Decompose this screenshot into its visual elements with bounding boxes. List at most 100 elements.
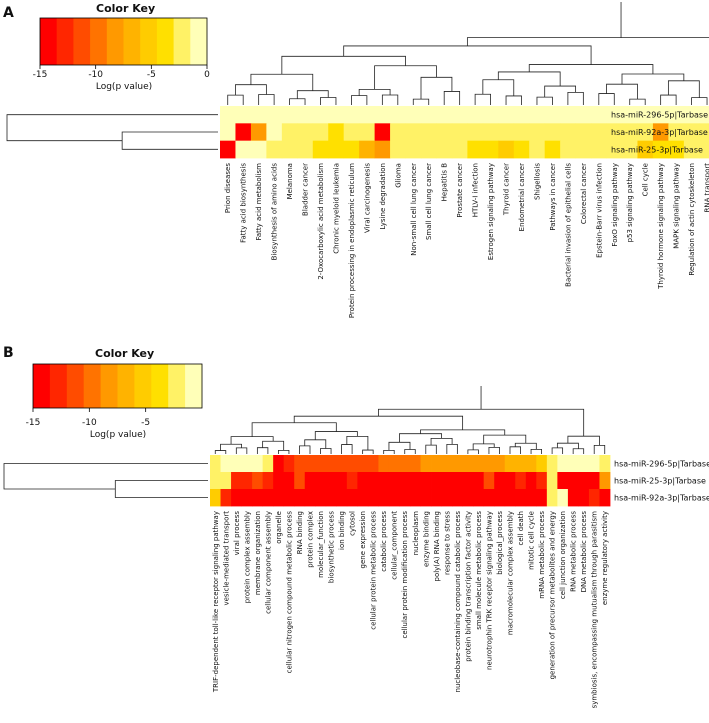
panel-b-color-key-xlabel: Log(p value) <box>90 430 146 440</box>
row-label: hsa-miR-92a-3p|Tarbase <box>614 494 709 503</box>
heatmap-cell <box>546 489 558 507</box>
dendrogram-branch <box>262 440 285 451</box>
column-label: organelle <box>275 511 283 544</box>
column-label: Biosynthesis of amino acids <box>271 163 279 261</box>
heatmap-cell <box>241 472 253 490</box>
heatmap-cell <box>546 472 558 490</box>
column-label: Fatty acid biosynthesis <box>240 163 248 243</box>
heatmap-cell <box>544 106 561 124</box>
row-label: hsa-miR-25-3p|Tarbase <box>614 477 706 486</box>
heatmap-cell <box>436 123 453 142</box>
heatmap-cell <box>431 489 442 507</box>
heatmap-cell <box>482 123 499 142</box>
column-label: membrane organization <box>254 511 262 595</box>
dendrogram-branch <box>488 446 500 454</box>
heatmap-cell <box>504 489 516 507</box>
heatmap-cell <box>525 455 537 473</box>
column-label: cellular_component <box>391 511 399 580</box>
heatmap-cell <box>410 455 421 473</box>
dendrogram-branch <box>278 449 290 454</box>
heatmap-cell <box>388 472 400 490</box>
dendrogram-branch <box>472 443 495 450</box>
column-label: symbiosis, encompassing mutualism throug… <box>591 511 599 709</box>
column-label: HTLV-I infection <box>472 163 480 217</box>
heatmap-cell <box>273 489 285 507</box>
heatmap-cell <box>515 489 527 507</box>
dendrogram-branch <box>304 439 327 449</box>
column-label: response to stress <box>443 511 451 575</box>
heatmap-cell <box>421 140 437 159</box>
heatmap-cell <box>346 489 358 507</box>
dendrogram-branch <box>351 95 368 105</box>
row-label: hsa-miR-92a-3p|Tarbase <box>611 128 708 137</box>
panel-b-dendrograms <box>3 386 606 498</box>
column-label: Shigellosis <box>533 163 541 200</box>
heatmap-cell <box>405 140 422 159</box>
heatmap-cell <box>462 489 474 507</box>
column-label: cellular protein metabolic process <box>370 511 378 630</box>
heatmap-cell <box>652 106 669 124</box>
heatmap-cell <box>591 123 607 142</box>
panel-b: B Color Key -15 -10 -5 Log(p value) hsa-mi… <box>3 345 709 708</box>
heatmap-cell <box>374 106 391 124</box>
heatmap-cell <box>304 472 316 490</box>
heatmap-cell <box>399 472 411 490</box>
dendrogram-branch <box>430 438 453 446</box>
heatmap-cell <box>283 455 295 473</box>
heatmap-cell <box>473 489 485 507</box>
heatmap-cell <box>297 140 314 159</box>
heatmap-cell <box>441 455 453 473</box>
heatmap-cell <box>515 472 527 490</box>
heatmap-cell <box>359 106 376 124</box>
heatmap-cell <box>294 472 306 490</box>
heatmap-cell <box>399 489 411 507</box>
column-label: catabolic process <box>380 511 388 572</box>
heatmap-cell <box>367 455 379 473</box>
heatmap-cell <box>325 455 337 473</box>
heatmap-cell <box>567 472 579 490</box>
heatmap-cell <box>482 106 499 124</box>
color-key-tick-label: -10 <box>82 418 97 428</box>
column-label: Colorectal cancer <box>580 163 588 224</box>
dendrogram-branch <box>381 94 399 105</box>
dendrogram-branch <box>660 94 677 105</box>
heatmap-cell <box>498 106 515 124</box>
heatmap-cell <box>504 472 516 490</box>
column-label: Estrogen signaling pathway <box>487 163 495 260</box>
heatmap-cell <box>483 472 495 490</box>
heatmap-cell <box>210 472 221 490</box>
row-dendrogram-branch <box>114 480 208 498</box>
heatmap-cell <box>622 140 638 159</box>
heatmap-cell <box>504 455 516 473</box>
heatmap-cell <box>312 140 329 159</box>
dendrogram-branch <box>374 65 437 90</box>
heatmap-cell <box>343 123 360 142</box>
dendrogram-branch <box>536 96 553 105</box>
column-label: Lysine degradation <box>379 163 387 229</box>
color-key-frame <box>32 363 203 409</box>
heatmap-cell <box>441 472 453 490</box>
heatmap-cell <box>328 123 345 142</box>
color-key-bin <box>106 18 124 65</box>
heatmap-cell <box>357 455 369 473</box>
color-key-tick-label: -10 <box>88 70 103 80</box>
heatmap-cell <box>606 140 623 159</box>
dendrogram-branch <box>343 45 592 65</box>
heatmap-cell <box>297 123 314 142</box>
dendrogram-branch <box>551 447 564 454</box>
heatmap-cell <box>467 123 484 142</box>
heatmap-cell <box>231 455 242 473</box>
column-label: Glioma <box>394 163 402 188</box>
column-label: small molecule metabolic process <box>475 511 483 630</box>
column-label: Thyroid hormone signaling pathway <box>657 163 665 290</box>
heatmap-cell <box>683 106 700 124</box>
panel-a-column-labels: Prion diseases Fatty acid biosynthesis Fat… <box>224 163 709 319</box>
heatmap-cell <box>336 489 348 507</box>
heatmap-cell <box>557 489 569 507</box>
row-label: hsa-miR-25-3p|Tarbase <box>611 145 703 154</box>
column-label: Fatty acid metabolism <box>255 163 263 241</box>
panel-a-color-key-xlabel: Log(p value) <box>96 82 152 92</box>
dendrogram-branch <box>251 422 337 437</box>
heatmap-cell <box>652 140 669 159</box>
heatmap-cell <box>294 489 306 507</box>
